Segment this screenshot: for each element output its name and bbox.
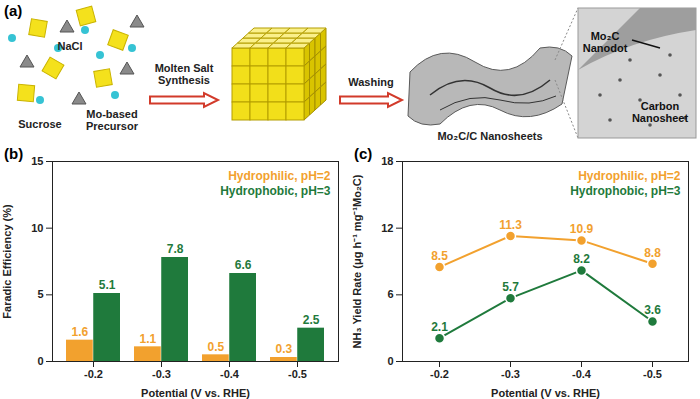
svg-text:Hydrophobic, pH=3: Hydrophobic, pH=3 (220, 184, 331, 198)
svg-text:Hydrophilic, pH=2: Hydrophilic, pH=2 (578, 169, 681, 183)
svg-text:Nanodot: Nanodot (583, 42, 628, 54)
svg-text:Washing: Washing (348, 76, 393, 88)
svg-text:5.7: 5.7 (502, 280, 519, 294)
svg-text:Hydrophilic, pH=2: Hydrophilic, pH=2 (228, 169, 331, 183)
svg-text:11.3: 11.3 (499, 218, 522, 232)
svg-text:Mo₂C: Mo₂C (591, 30, 620, 42)
svg-text:-0.3: -0.3 (152, 368, 171, 380)
svg-text:3.6: 3.6 (644, 303, 661, 317)
svg-text:-0.5: -0.5 (288, 368, 307, 380)
svg-text:Potential (V vs. RHE): Potential (V vs. RHE) (491, 387, 600, 399)
svg-text:Mo-based: Mo-based (86, 108, 137, 120)
svg-text:-0.4: -0.4 (220, 368, 240, 380)
svg-text:0.3: 0.3 (276, 342, 293, 356)
svg-text:10.9: 10.9 (570, 222, 594, 236)
svg-text:0: 0 (37, 355, 43, 367)
svg-text:Molten Salt: Molten Salt (155, 62, 214, 74)
svg-text:18: 18 (381, 155, 393, 167)
svg-text:Nanosheet: Nanosheet (632, 112, 689, 124)
html-text:(b): (b) (4, 145, 24, 162)
svg-text:-0.2: -0.2 (84, 368, 103, 380)
svg-text:-0.3: -0.3 (501, 368, 520, 380)
svg-text:1.6: 1.6 (72, 325, 89, 339)
svg-text:Carbon: Carbon (641, 100, 680, 112)
svg-text:0: 0 (387, 355, 393, 367)
svg-text:Precursor: Precursor (86, 120, 139, 132)
svg-text:-0.2: -0.2 (430, 368, 449, 380)
svg-text:0.5: 0.5 (208, 340, 225, 354)
svg-text:Hydrophobic, pH=3: Hydrophobic, pH=3 (570, 184, 681, 198)
svg-text:10: 10 (31, 222, 43, 234)
svg-text:8.2: 8.2 (573, 252, 590, 266)
svg-text:Synthesis: Synthesis (158, 74, 210, 86)
svg-text:6.6: 6.6 (235, 258, 252, 272)
svg-text:Mo₂C/C Nanosheets: Mo₂C/C Nanosheets (437, 130, 542, 142)
svg-text:Potential (V vs. RHE): Potential (V vs. RHE) (141, 387, 250, 399)
svg-text:6: 6 (387, 288, 393, 300)
svg-text:NH₃ Yield Rate (μg h⁻¹ mg⁻¹Mo₂: NH₃ Yield Rate (μg h⁻¹ mg⁻¹Mo₂C) (351, 174, 363, 348)
svg-text:8.8: 8.8 (644, 246, 661, 260)
svg-text:8.5: 8.5 (431, 249, 448, 263)
svg-text:5.1: 5.1 (99, 278, 116, 292)
svg-text:5: 5 (37, 288, 43, 300)
svg-text:15: 15 (31, 155, 43, 167)
svg-text:Faradic Efficiency (%): Faradic Efficiency (%) (1, 204, 13, 319)
svg-text:12: 12 (381, 222, 393, 234)
svg-text:-0.5: -0.5 (643, 368, 662, 380)
html-text:(c): (c) (354, 145, 373, 162)
svg-text:(a): (a) (4, 2, 22, 19)
svg-text:1.1: 1.1 (140, 332, 157, 346)
svg-text:Sucrose: Sucrose (18, 118, 61, 130)
svg-text:2.1: 2.1 (431, 320, 448, 334)
svg-text:NaCl: NaCl (57, 40, 82, 52)
svg-text:-0.4: -0.4 (572, 368, 592, 380)
svg-text:2.5: 2.5 (303, 313, 320, 327)
svg-text:7.8: 7.8 (167, 242, 184, 256)
